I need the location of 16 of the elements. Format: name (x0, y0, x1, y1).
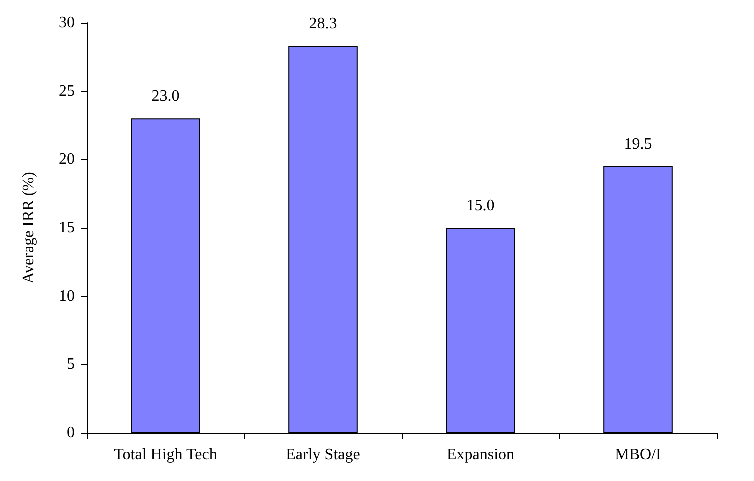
y-tick-label: 0 (67, 424, 75, 442)
y-tick-label: 20 (59, 151, 75, 168)
y-axis-title: Average IRR (%) (20, 172, 38, 284)
y-tick-label: 5 (67, 356, 75, 374)
y-tick-label: 25 (59, 82, 75, 100)
x-tick-label: MBO/I (615, 446, 662, 464)
data-label: 19.5 (624, 136, 652, 153)
y-tick-label: 30 (59, 14, 75, 32)
y-tick-label: 15 (59, 220, 75, 236)
data-label: 23.0 (152, 88, 180, 106)
x-tick-label: Expansion (446, 446, 515, 464)
data-label: 15.0 (466, 198, 495, 214)
x-tick-label: Early Stage (286, 446, 360, 464)
data-label: 28.3 (309, 16, 338, 33)
x-tick-label: Total High Tech (114, 446, 218, 464)
y-tick-label: 10 (59, 288, 75, 305)
